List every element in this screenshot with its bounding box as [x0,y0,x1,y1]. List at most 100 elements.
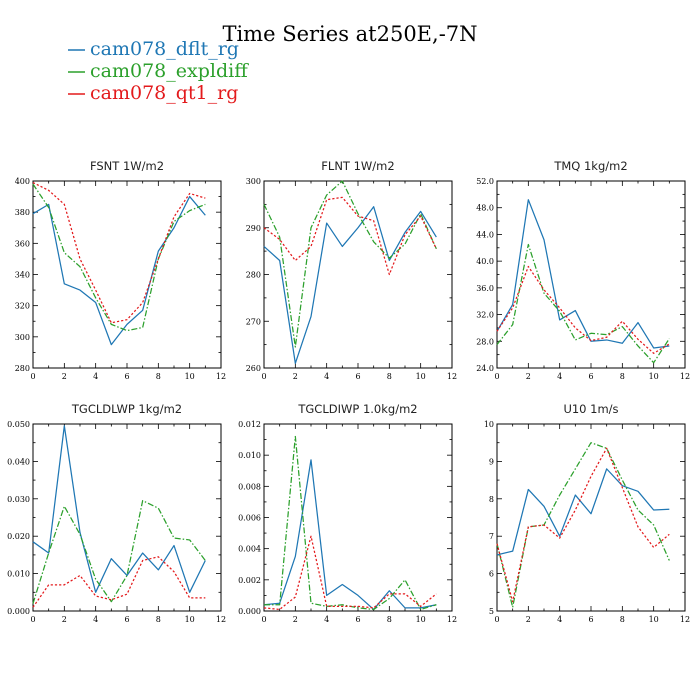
panel-title: FSNT 1W/m2 [90,159,164,173]
x-tick-label: 12 [680,372,690,381]
x-tick-label: 6 [355,615,360,624]
y-tick-label: 40.0 [476,257,494,266]
x-tick-label: 8 [620,615,625,624]
figure-title: Time Series at250E,-7N [222,22,477,46]
x-tick-label: 2 [526,615,531,624]
series-line-cam078_dflt_rg [496,199,670,349]
x-tick-label: 4 [557,615,562,624]
y-tick-label: 48.0 [476,204,494,213]
y-tick-label: 300 [246,177,261,186]
x-tick-label: 4 [324,372,329,381]
y-tick-label: 270 [246,317,261,326]
y-tick-label: 7 [489,532,494,541]
x-tick-label: 2 [293,615,298,624]
series-line-cam078_qt1_rg [496,447,670,603]
y-tick-label: 280 [246,271,261,280]
chart-panel: TGCLDIWP 1.0kg/m2 0 2 4 6 8 10 12 0.000 0.002 0.00… [238,402,457,624]
x-tick-label: 6 [355,372,360,381]
y-tick-label: 300 [15,333,30,342]
x-tick-label: 8 [387,372,392,381]
y-tick-label: 0.010 [7,570,30,579]
x-tick-label: 0 [30,615,35,624]
x-tick-label: 12 [216,615,226,624]
y-tick-label: 360 [15,239,30,248]
x-tick-label: 0 [261,615,266,624]
y-tick-label: 0.010 [238,451,261,460]
legend-entry: cam078_qt1_rg [68,82,238,104]
y-tick-label: 0.000 [238,607,261,616]
y-tick-label: 0.020 [7,532,30,541]
y-tick-label: 260 [246,364,261,373]
x-tick-label: 0 [494,372,499,381]
x-tick-label: 0 [494,615,499,624]
series-line-cam078_qt1_rg [32,182,206,324]
plot-frame [32,180,222,369]
legend-entry: cam078_dflt_rg [68,38,239,60]
x-tick-label: 2 [526,372,531,381]
x-tick-label: 12 [447,372,457,381]
x-tick-label: 4 [93,372,98,381]
x-tick-label: 10 [185,615,195,624]
panel-title: U10 1m/s [563,402,618,416]
x-tick-label: 6 [588,615,593,624]
y-tick-label: 28.0 [476,337,494,346]
y-tick-label: 10 [484,420,494,429]
y-tick-label: 36.0 [476,284,494,293]
series-line-cam078_qt1_rg [263,535,437,611]
panel-title: TGCLDIWP 1.0kg/m2 [297,402,417,416]
series-line-cam078_dflt_rg [32,195,206,346]
x-tick-label: 2 [293,372,298,381]
x-tick-label: 6 [588,372,593,381]
x-tick-label: 8 [156,372,161,381]
x-tick-label: 10 [649,615,659,624]
series-line-cam078_expldiff [496,442,670,608]
y-tick-label: 32.0 [476,311,494,320]
panel-title: TGCLDLWP 1kg/m2 [71,402,182,416]
y-tick-label: 0.050 [7,420,30,429]
x-tick-label: 0 [30,372,35,381]
series-line-cam078_expldiff [496,243,670,364]
x-tick-label: 4 [93,615,98,624]
y-tick-label: 0.002 [238,576,261,585]
x-tick-label: 10 [185,372,195,381]
legend-label: cam078_qt1_rg [90,82,238,104]
series-line-cam078_expldiff [263,180,437,348]
panel-title: TMQ 1kg/m2 [553,159,627,173]
y-tick-label: 290 [246,224,261,233]
x-tick-label: 12 [447,615,457,624]
chart-panel: FSNT 1W/m2 0 2 4 6 8 10 12 280 300 320 340 360 380 400 [15,159,226,381]
chart-panel: TMQ 1kg/m2 0 2 4 6 8 10 12 24.0 28.0 32.0 36.0 40.0 4… [476,159,690,381]
x-tick-label: 2 [62,372,67,381]
y-tick-label: 0.004 [238,545,261,554]
x-tick-label: 10 [416,372,426,381]
legend-label: cam078_expldiff [90,60,249,82]
y-tick-label: 0.012 [238,420,261,429]
y-tick-label: 320 [15,302,30,311]
legend-label: cam078_dflt_rg [90,38,239,60]
y-tick-label: 340 [15,271,30,280]
x-tick-label: 8 [156,615,161,624]
y-tick-label: 0.030 [7,495,30,504]
legend-entry: cam078_expldiff [68,60,249,82]
plot-frame [263,423,453,612]
series-line-cam078_dflt_rg [263,206,437,364]
series-line-cam078_dflt_rg [32,425,206,593]
series-line-cam078_dflt_rg [263,459,437,611]
chart-panel: FLNT 1W/m2 0 2 4 6 8 10 12 260 270 280 290 300 [246,159,457,381]
series-line-cam078_qt1_rg [496,265,670,354]
y-tick-label: 6 [489,570,494,579]
series-line-cam078_qt1_rg [263,196,437,276]
x-tick-label: 4 [324,615,329,624]
x-tick-label: 12 [216,372,226,381]
series-line-cam078_expldiff [32,500,206,604]
x-tick-label: 10 [649,372,659,381]
x-tick-label: 10 [416,615,426,624]
y-tick-label: 0.008 [238,482,261,491]
series-line-cam078_expldiff [264,435,437,611]
y-tick-label: 52.0 [476,177,494,186]
y-tick-label: 280 [15,364,30,373]
chart-panel: TGCLDLWP 1kg/m2 0 2 4 6 8 10 12 0.000 0.010 0.020 0… [7,402,226,624]
panel-title: FLNT 1W/m2 [321,159,394,173]
plot-frame [496,423,686,612]
